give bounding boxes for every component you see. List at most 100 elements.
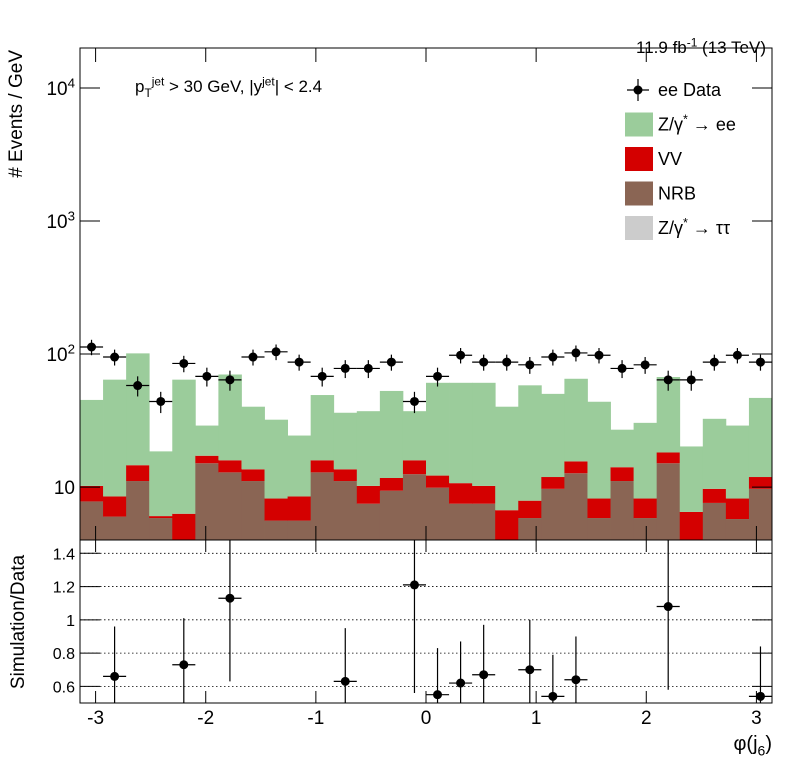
stack-segment xyxy=(310,472,335,540)
data-point xyxy=(317,371,327,381)
stack-segment xyxy=(80,485,104,502)
stack-segment xyxy=(103,516,127,540)
stack-segment xyxy=(472,503,496,540)
stack-segment xyxy=(587,401,611,499)
stack-segment xyxy=(541,477,565,489)
data-point xyxy=(271,347,281,357)
stack-segment xyxy=(564,473,588,540)
stack-segment xyxy=(449,503,473,540)
legend-swatch xyxy=(625,216,653,240)
stack-segment xyxy=(264,498,289,521)
ratio-point xyxy=(663,602,673,612)
x-tick-label: -3 xyxy=(87,708,104,729)
stack-segment xyxy=(287,520,312,540)
stack-segment xyxy=(679,511,704,540)
y-axis-label: Simulation/Data xyxy=(8,555,29,690)
stack-segment xyxy=(149,451,173,517)
data-point xyxy=(479,357,489,367)
stack-segment xyxy=(80,399,104,486)
stack-segment xyxy=(172,513,196,540)
data-point xyxy=(709,357,719,367)
stack-segment xyxy=(449,382,473,484)
stack-segment xyxy=(656,452,681,464)
legend-swatch xyxy=(625,112,653,137)
stack-segment xyxy=(541,393,565,478)
data-point xyxy=(456,350,466,360)
y-tick-label: 1.2 xyxy=(53,580,75,597)
data-point xyxy=(571,348,581,358)
stack-segment xyxy=(402,474,427,540)
data-point xyxy=(202,371,212,381)
lumi-label: 11.9 fb-1​ (13 TeV) xyxy=(636,35,766,57)
stack-segment xyxy=(518,385,542,501)
stack-segment xyxy=(633,422,658,499)
data-point xyxy=(617,363,627,373)
x-tick-label: 3 xyxy=(751,708,762,729)
stack-segment xyxy=(218,374,242,461)
y-tick-label: 103​ xyxy=(46,209,75,233)
legend-label: Z/γ*​ → ee xyxy=(658,113,736,135)
stack-segment xyxy=(379,478,404,491)
stack-segment xyxy=(541,488,565,540)
y-axis-label: # Events / GeV xyxy=(6,50,27,178)
x-tick-label: -1 xyxy=(307,708,324,729)
stack-segment xyxy=(702,502,727,540)
y-tick-label: 1.4 xyxy=(53,546,75,563)
stack-segment xyxy=(333,469,358,482)
stack-segment xyxy=(195,463,219,540)
stack-segment xyxy=(149,518,173,540)
data-point xyxy=(686,375,696,385)
stack-segment xyxy=(656,377,681,453)
data-point xyxy=(640,360,650,370)
stack-segment xyxy=(610,467,635,482)
stack-segment xyxy=(702,488,727,503)
ratio-point xyxy=(225,593,235,603)
stack-segment xyxy=(725,425,750,499)
stack-segment xyxy=(264,520,289,540)
x-tick-label: -2 xyxy=(197,708,214,729)
data-point xyxy=(409,396,419,406)
x-tick-label: 0 xyxy=(421,708,432,729)
frame xyxy=(79,539,773,704)
ratio-point xyxy=(340,676,350,686)
ratio-point xyxy=(456,678,466,688)
stack-segment xyxy=(518,500,542,519)
data-point xyxy=(663,375,673,385)
data-point xyxy=(386,357,396,367)
ratio-point xyxy=(755,691,765,701)
data-point xyxy=(294,357,304,367)
stack-segment xyxy=(633,498,658,519)
stack-segment xyxy=(748,477,772,489)
stack-segment xyxy=(126,465,150,482)
ratio-point xyxy=(479,670,489,680)
stack-segment xyxy=(748,397,772,478)
stack-segment xyxy=(287,435,312,497)
stack-segment xyxy=(172,379,196,514)
legend-label: VV xyxy=(658,149,682,169)
stack-segment xyxy=(379,490,404,540)
stack-segment xyxy=(103,496,127,517)
stack-segment xyxy=(80,501,104,540)
ratio-point xyxy=(179,660,189,670)
stack-segment xyxy=(426,382,450,476)
y-tick-label: 104​ xyxy=(46,76,75,100)
stack-segment xyxy=(587,518,611,540)
legend-swatch xyxy=(625,147,653,171)
data-point xyxy=(363,363,373,373)
legend-label: ee Data xyxy=(658,80,722,100)
stack-segment xyxy=(426,487,450,540)
stack-segment xyxy=(310,460,335,473)
stack-segment xyxy=(725,519,750,540)
legend-label: NRB xyxy=(658,184,696,204)
ratio-point xyxy=(409,580,419,590)
stack-segment xyxy=(103,379,127,497)
stack-segment xyxy=(656,463,681,540)
stack-segment xyxy=(241,406,265,470)
stack-segment xyxy=(679,446,704,512)
ratio-point xyxy=(571,675,581,685)
data-point xyxy=(156,396,166,406)
stack-segment xyxy=(748,488,772,540)
stack-segment xyxy=(356,503,381,540)
legend-label: Z/γ*​ → ττ xyxy=(658,216,730,238)
